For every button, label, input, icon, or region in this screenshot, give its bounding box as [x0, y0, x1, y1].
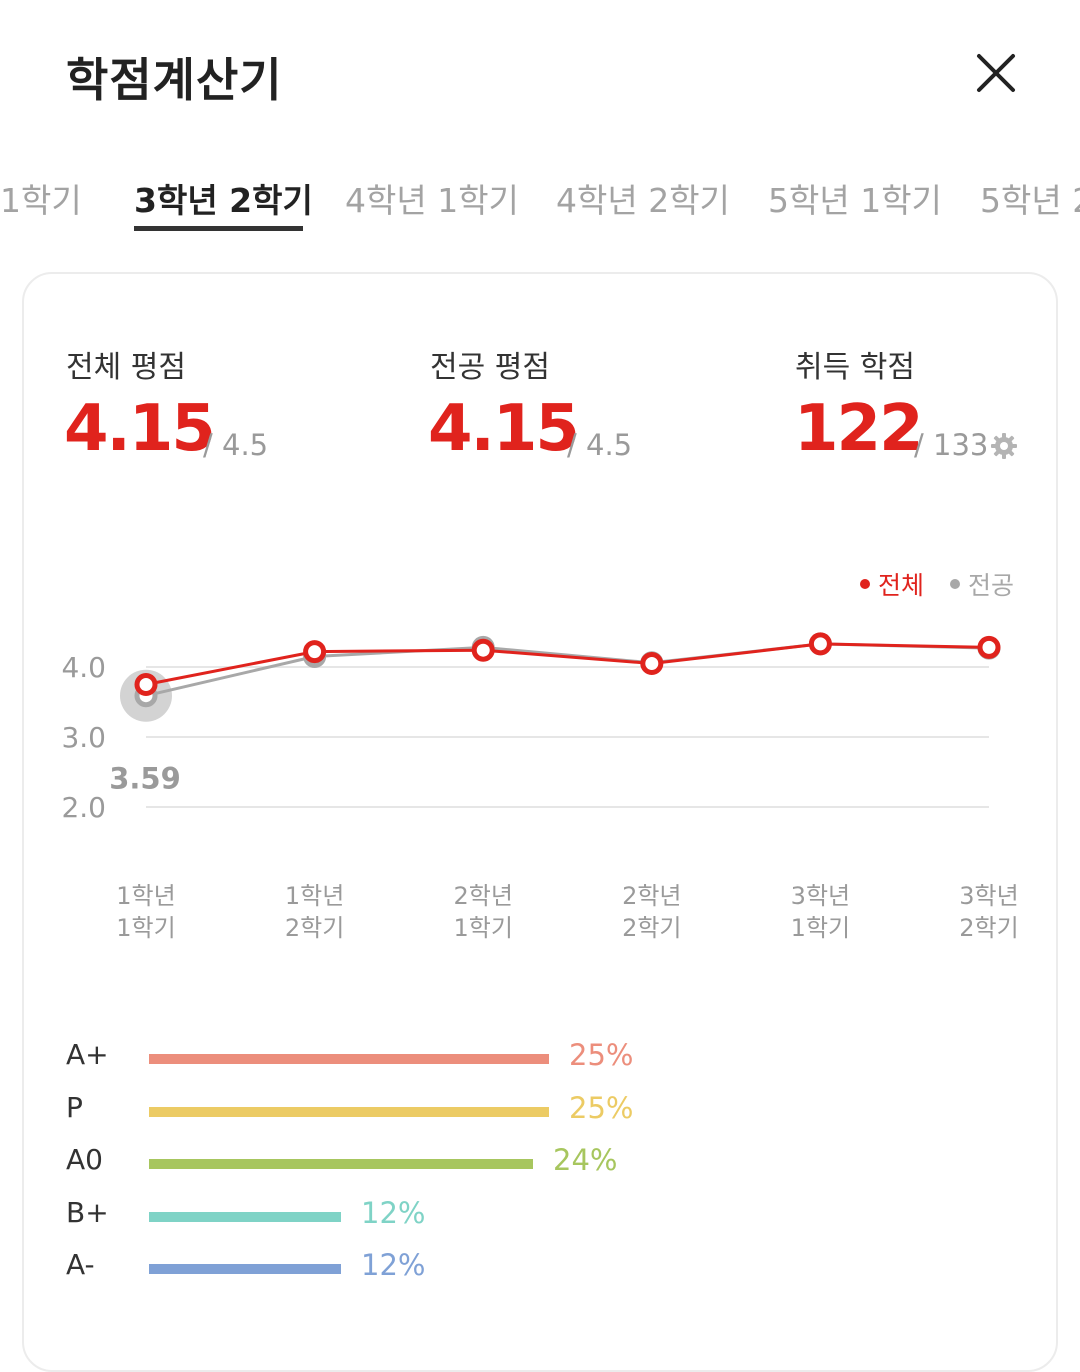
credits-value: 122 [794, 392, 924, 466]
grade-row: A- 12% [0, 1248, 1080, 1288]
legend-overall: 전체 [860, 566, 924, 602]
x-tick-label-line: 1학년 [116, 882, 176, 910]
tab-semester-partial[interactable]: 1학기 [0, 181, 82, 220]
x-tick-label-line: 1학기 [116, 914, 176, 942]
tab-4-1[interactable]: 4학년 1학기 [345, 181, 519, 220]
series-line-major [145, 642, 990, 698]
data-point-overall [640, 652, 664, 675]
data-point-overall [134, 673, 158, 696]
grade-bar [149, 1264, 341, 1275]
grade-name: A- [66, 1248, 95, 1282]
data-point-overall [303, 640, 327, 664]
x-tick-label-line: 1학기 [453, 914, 513, 942]
major-gpa-max: / 4.5 [567, 428, 633, 462]
grade-percent: 12% [361, 1195, 426, 1230]
x-tick-label-line: 2학년 [453, 882, 513, 910]
legend-overall-dot [860, 579, 870, 589]
x-tick-label-line: 2학년 [622, 882, 682, 910]
data-point-overall [977, 635, 1001, 659]
summary-card [22, 272, 1058, 1372]
x-tick-label-line: 2학기 [284, 914, 345, 942]
grade-bar [149, 1159, 533, 1170]
legend-major: 전공 [950, 566, 1014, 602]
overall-gpa-value: 4.15 [64, 392, 216, 466]
overall-gpa-max: / 4.5 [203, 428, 269, 462]
active-tab-indicator [134, 226, 303, 231]
x-tick-label-line: 2학기 [622, 914, 682, 942]
major-gpa-label: 전공 평점 [430, 350, 550, 385]
x-tick-label-line: 2학기 [959, 914, 1019, 942]
x-tick-label-line: 1학년 [284, 882, 345, 910]
close-button[interactable] [966, 46, 1026, 106]
x-tick-label: 2학년 1학기 [423, 880, 543, 944]
grade-name: A0 [66, 1143, 103, 1177]
x-tick-label: 1학년 2학기 [255, 880, 375, 944]
grade-row: P 25% [0, 1091, 1080, 1131]
legend-major-dot [950, 579, 960, 589]
x-tick-label: 2학년 2학기 [592, 880, 712, 944]
gpa-line-chart: 4.0 3.0 2.03.59 [61, 632, 1001, 824]
grade-row: A+ 25% [0, 1038, 1080, 1078]
grade-bar [149, 1106, 549, 1117]
selected-point-label: 3.59 [109, 762, 181, 796]
tab-4-2[interactable]: 4학년 2학기 [556, 181, 730, 220]
tab-5-2[interactable]: 5학년 2학기 [980, 181, 1080, 220]
series-line-overall [145, 642, 990, 686]
grade-percent: 24% [553, 1143, 618, 1178]
grade-percent: 12% [361, 1248, 426, 1283]
x-tick-label-line: 3학년 [790, 882, 851, 910]
credits-max: / 133 [914, 428, 989, 462]
tab-3-2[interactable]: 3학년 2학기 [134, 181, 313, 220]
x-tick-label-line: 1학기 [790, 914, 851, 942]
grade-name: B+ [66, 1195, 109, 1229]
x-tick-label: 1학년 1학기 [86, 880, 206, 944]
grade-percent: 25% [569, 1090, 634, 1125]
data-point-overall [808, 632, 832, 656]
y-tick-label: 4.0 [61, 651, 106, 684]
credits-settings-button[interactable] [990, 432, 1018, 460]
data-point-overall [471, 638, 495, 662]
major-gpa-value: 4.15 [428, 392, 580, 466]
credits-label: 취득 학점 [795, 350, 915, 385]
legend-major-label: 전공 [968, 571, 1015, 600]
grade-percent: 25% [569, 1038, 634, 1072]
legend-overall-label: 전체 [878, 571, 925, 600]
x-tick-label-line: 3학년 [959, 882, 1019, 910]
grade-row: B+ 12% [0, 1196, 1080, 1236]
overall-gpa-label: 전체 평점 [66, 350, 186, 385]
grade-name: A+ [66, 1038, 109, 1071]
x-tick-label: 3학년 2학기 [929, 880, 1049, 944]
x-tick-label: 3학년 1학기 [760, 880, 880, 944]
tab-5-1[interactable]: 5학년 1학기 [768, 181, 942, 220]
y-tick-label: 2.0 [61, 791, 106, 824]
gear-icon [991, 433, 1017, 459]
semester-tabs: 1학기 3학년 2학기 4학년 1학기 4학년 2학기 5학년 1학기 5학년 … [0, 160, 1080, 240]
page-title: 학점계산기 [66, 53, 283, 107]
y-tick-label: 3.0 [61, 721, 106, 754]
grade-bar [149, 1211, 341, 1222]
close-icon [977, 54, 1015, 92]
grade-bar [149, 1054, 549, 1064]
header: 학점계산기 [0, 0, 1080, 150]
grade-name: P [66, 1090, 83, 1124]
grade-row: A0 24% [0, 1143, 1080, 1183]
